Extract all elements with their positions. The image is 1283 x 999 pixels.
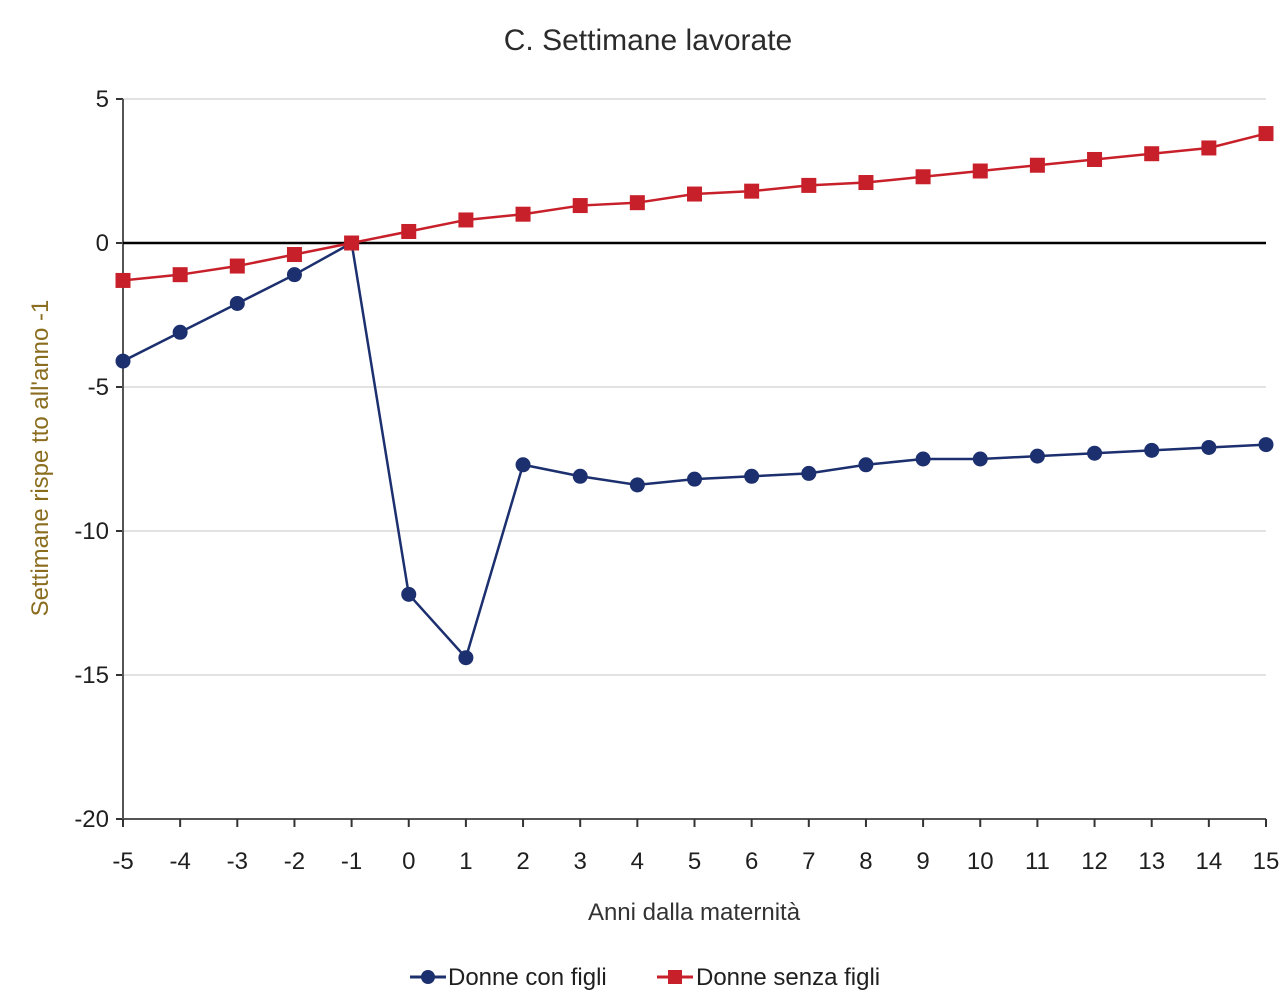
x-tick-label: 3 [574,848,587,875]
data-point [401,223,417,239]
chart-title: C. Settimane lavorate [504,24,792,57]
data-point [1258,437,1274,453]
data-point [1029,157,1045,173]
data-series [115,126,1274,666]
legend-marker [421,970,435,984]
x-tick-label: 11 [1025,848,1050,875]
legend-label: Donne senza figli [696,964,880,991]
data-point [1087,445,1103,461]
data-point [972,451,988,467]
x-axis-title: Anni dalla maternità [588,899,801,926]
legend-label: Donne con figli [448,964,607,991]
data-point [801,465,817,481]
y-tick-label: -15 [74,662,109,689]
data-point [515,206,531,222]
data-point [172,267,188,283]
data-point [687,186,702,202]
series-donne-con-figli [115,235,1274,666]
x-tick-label: 7 [802,848,815,875]
gridlines [123,98,1266,676]
x-tick-label: -5 [112,848,133,875]
data-point [286,247,302,263]
x-tick-label: 12 [1081,848,1108,875]
legend-item: Donne con figli [410,964,607,991]
x-tick-label: -4 [169,848,190,875]
data-point [401,586,417,602]
y-tick-label: -10 [74,518,109,545]
series-donne-senza-figli [115,126,1274,288]
data-point [286,267,302,283]
data-point [629,195,645,211]
data-point [572,198,588,214]
data-point [629,477,645,493]
data-point [458,650,474,666]
y-tick-label: 0 [96,230,109,257]
data-point [801,177,817,193]
data-point [858,175,874,191]
data-point [1087,151,1103,167]
legend: Donne con figli Donne senza figli [410,964,880,991]
data-point [915,169,931,185]
y-tick-label: -5 [88,374,109,401]
y-axis-title: Settimane rispe tto all'anno -1 [27,300,54,617]
data-point [1144,146,1160,162]
data-point [115,272,131,288]
x-tick-label: -1 [341,848,362,875]
data-point [1144,442,1160,458]
x-tick-label: 8 [859,848,872,875]
legend-marker [668,970,682,984]
x-tick-label: 10 [967,848,994,875]
x-tick-label: -3 [227,848,248,875]
data-point [344,235,360,251]
data-point [1201,439,1217,455]
x-tick-label: 5 [688,848,701,875]
data-point [1029,448,1045,464]
x-tick-label: 2 [516,848,529,875]
data-point [744,468,760,484]
data-point [972,163,988,179]
axes [116,98,1267,827]
data-point [1201,140,1217,156]
legend-item: Donne senza figli [657,964,880,991]
x-tick-label: 1 [459,848,472,875]
tick-labels: 50-5-10-15-20-5 -4 -3 -2 -1 0 1 2 3 4 5 6 7 8 9 10 11 12 1… [74,86,1279,875]
data-point [1258,126,1274,142]
x-tick-label: 6 [745,848,758,875]
data-point [229,258,245,274]
x-tick-label: 15 [1253,848,1280,875]
x-tick-label: 4 [631,848,644,875]
data-point [858,457,874,473]
data-point [915,451,931,467]
data-point [572,468,588,484]
x-tick-label: 0 [402,848,415,875]
data-point [229,295,245,311]
data-point [115,353,131,369]
data-point [172,324,188,340]
x-tick-label: 13 [1138,848,1165,875]
y-tick-label: 5 [96,86,109,113]
data-point [515,457,531,473]
x-tick-label: -2 [284,848,305,875]
y-tick-label: -20 [74,806,109,833]
data-point [458,212,474,228]
data-point [744,183,760,199]
data-point [687,471,702,487]
x-tick-label: 9 [916,848,929,875]
x-tick-label: 14 [1195,848,1222,875]
